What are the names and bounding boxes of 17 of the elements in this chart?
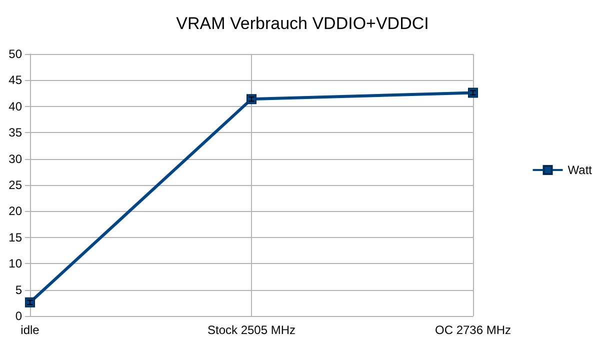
y-tick-label: 30: [8, 152, 22, 166]
point: [25, 297, 35, 308]
x-tick-label: OC 2736 MHz: [434, 323, 512, 337]
y-tick-label: 0: [15, 309, 22, 323]
y-tick-label: 10: [8, 256, 22, 271]
y-tick-label: 45: [8, 73, 22, 88]
y-tick-label: 25: [8, 178, 22, 192]
x-tick-label: idle: [20, 323, 40, 337]
chart-title: VRAM Verbrauch VDDIO+VDDCI: [176, 14, 429, 33]
y-tick-label: 35: [8, 126, 22, 140]
y-tick-label: 15: [8, 230, 22, 244]
y-tick-label: 20: [8, 204, 22, 218]
legend-label: Watt: [568, 163, 593, 177]
y-tick-label: 40: [8, 99, 22, 114]
x-tick-label: Stock 2505 MHz: [207, 323, 296, 337]
y-tick-label: 50: [8, 47, 22, 61]
y-tick-label: 5: [15, 282, 22, 297]
